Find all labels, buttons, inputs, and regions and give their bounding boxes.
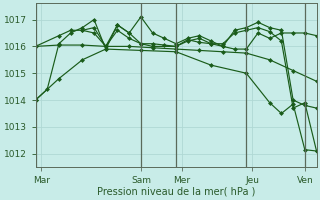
X-axis label: Pression niveau de la mer( hPa ): Pression niveau de la mer( hPa ) xyxy=(97,187,255,197)
